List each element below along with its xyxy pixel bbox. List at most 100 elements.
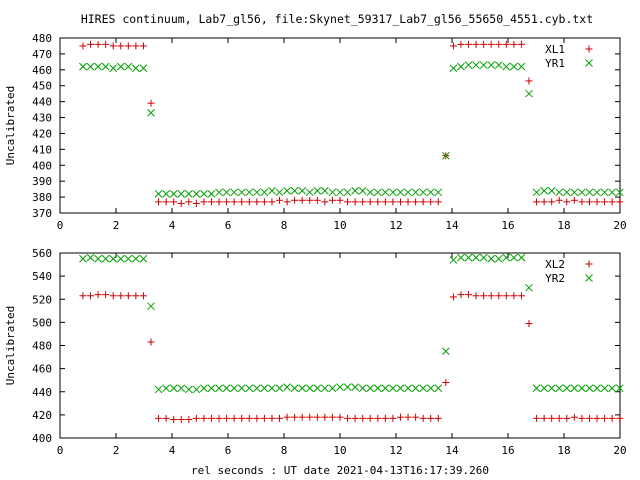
- data-point: [291, 413, 299, 421]
- data-point: [510, 292, 518, 300]
- data-point: [533, 198, 541, 206]
- data-point: [419, 198, 427, 206]
- data-point: [200, 190, 208, 198]
- series-yr2: [79, 253, 624, 394]
- y-tick-label: 520: [32, 293, 52, 306]
- data-point: [86, 62, 95, 71]
- data-point: [230, 188, 239, 197]
- data-point: [230, 384, 239, 393]
- data-point: [192, 190, 201, 198]
- data-point: [207, 190, 216, 198]
- data-point: [562, 384, 571, 393]
- data-point: [275, 188, 284, 197]
- data-point: [389, 414, 397, 422]
- data-point: [132, 292, 140, 300]
- data-point: [389, 198, 397, 206]
- data-point: [412, 198, 420, 206]
- data-point: [192, 199, 200, 207]
- data-point: [358, 186, 367, 195]
- data-point: [237, 188, 246, 197]
- data-point: [139, 292, 147, 300]
- data-point: [464, 253, 473, 262]
- data-point: [336, 196, 344, 204]
- data-point: [487, 40, 495, 48]
- data-point: [412, 413, 420, 421]
- x-tick-label: 16: [501, 444, 514, 457]
- data-point: [109, 64, 118, 73]
- data-point: [616, 414, 624, 422]
- data-point: [570, 384, 579, 393]
- data-point: [102, 291, 110, 299]
- data-point: [253, 414, 261, 422]
- data-point: [344, 198, 352, 206]
- data-point: [79, 62, 87, 71]
- data-point: [238, 414, 246, 422]
- x-tick-label: 18: [557, 444, 570, 457]
- data-point: [359, 414, 367, 422]
- y-tick-label: 480: [32, 32, 52, 45]
- data-point: [313, 384, 322, 393]
- data-point: [578, 188, 586, 197]
- data-point: [169, 190, 178, 198]
- data-point: [442, 379, 450, 386]
- data-point: [351, 383, 359, 391]
- data-point: [192, 385, 201, 394]
- data-point: [495, 292, 503, 300]
- data-point: [570, 188, 579, 197]
- legend-label: XL1: [545, 43, 565, 56]
- data-point: [215, 188, 223, 197]
- data-point: [162, 198, 170, 206]
- data-point: [600, 384, 609, 393]
- y-tick-label: 400: [32, 159, 52, 172]
- data-point: [230, 198, 238, 206]
- data-point: [260, 384, 269, 393]
- data-point: [540, 414, 548, 422]
- data-point: [540, 384, 548, 393]
- data-point: [449, 64, 458, 73]
- data-point: [298, 413, 306, 421]
- data-point: [252, 188, 261, 197]
- data-point: [275, 384, 284, 393]
- data-point: [396, 198, 404, 206]
- data-point: [245, 414, 253, 422]
- data-point: [283, 186, 291, 195]
- data-point: [502, 40, 510, 48]
- data-point: [154, 190, 163, 198]
- data-point: [517, 40, 525, 48]
- data-point: [101, 62, 110, 71]
- data-point: [313, 196, 321, 204]
- y-tick-label: 380: [32, 191, 52, 204]
- y-tick-label: 370: [32, 207, 52, 220]
- data-point: [510, 40, 518, 48]
- data-point: [321, 186, 329, 195]
- data-point: [585, 414, 593, 422]
- y-tick-label: 460: [32, 64, 52, 77]
- data-point: [608, 188, 617, 197]
- data-point: [177, 199, 185, 207]
- data-point: [593, 198, 601, 206]
- y-tick-label: 390: [32, 175, 52, 188]
- data-point: [305, 384, 314, 393]
- x-tick-label: 0: [57, 444, 64, 457]
- data-point: [464, 61, 473, 69]
- data-point: [396, 413, 404, 421]
- data-point: [328, 413, 336, 421]
- data-point: [87, 40, 95, 48]
- x-tick-label: 6: [225, 444, 232, 457]
- data-point: [109, 42, 117, 50]
- data-point: [480, 40, 488, 48]
- data-point: [328, 384, 337, 393]
- data-point: [427, 414, 435, 422]
- data-point: [548, 198, 556, 206]
- data-point: [237, 384, 246, 393]
- legend-marker: [585, 45, 593, 53]
- data-point: [389, 188, 397, 197]
- data-point: [502, 62, 511, 71]
- data-point: [426, 384, 435, 393]
- data-point: [124, 254, 133, 263]
- data-point: [268, 384, 276, 393]
- series-yr1: [79, 61, 624, 198]
- data-point: [562, 188, 571, 197]
- data-point: [480, 292, 488, 300]
- data-point: [268, 198, 276, 206]
